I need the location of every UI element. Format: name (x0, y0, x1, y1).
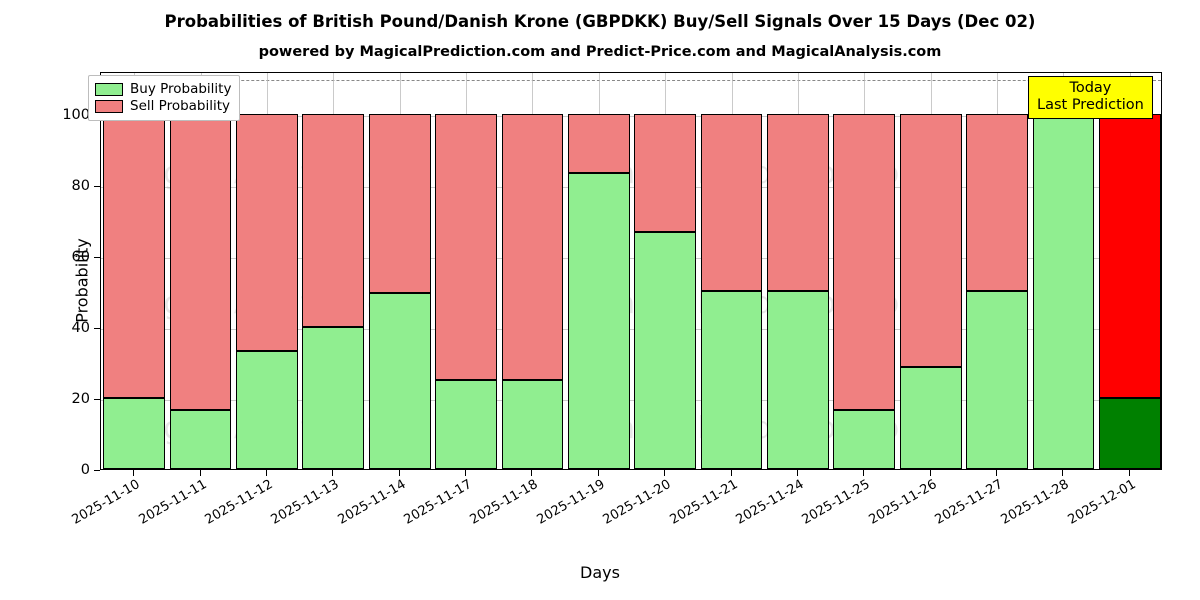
y-axis-tick-label: 0 (80, 462, 90, 478)
bar-segment-sell[interactable] (634, 113, 697, 233)
x-axis-tick-mark (664, 470, 666, 476)
y-axis-tick-mark (94, 256, 100, 258)
chart-title: Probabilities of British Pound/Danish Kr… (164, 12, 1036, 31)
x-axis-tick-mark (133, 470, 135, 476)
y-axis-tick-label: 20 (71, 390, 90, 407)
bar-segment-buy[interactable] (634, 232, 697, 469)
x-axis-tick-mark (796, 470, 798, 476)
bar-segment-sell[interactable] (501, 113, 564, 381)
bar-layer (101, 73, 1161, 469)
bar-segment-buy[interactable] (833, 409, 896, 469)
bar-segment-buy[interactable] (700, 291, 763, 469)
y-axis-tick-label: 40 (71, 319, 90, 336)
x-axis-tick-mark (265, 470, 267, 476)
legend-label-buy: Buy Probability (130, 80, 232, 97)
bar-segment-sell[interactable] (899, 113, 962, 368)
x-axis-tick-mark (465, 470, 467, 476)
bar-group[interactable] (899, 71, 962, 469)
x-axis-tick-mark (332, 470, 334, 476)
y-axis-tick-mark (94, 185, 100, 187)
bar-segment-sell[interactable] (302, 113, 365, 327)
bar-segment-buy[interactable] (103, 397, 166, 469)
x-axis-tick-mark (1062, 470, 1064, 476)
gridline-horizontal (101, 328, 1161, 330)
legend-item-sell[interactable]: Sell Probability (95, 98, 231, 115)
x-axis-tick-mark (929, 470, 931, 476)
y-axis-tick-label: 60 (71, 248, 90, 265)
legend-swatch-buy-icon (95, 83, 123, 96)
bar-segment-sell[interactable] (368, 113, 431, 294)
bar-group[interactable] (567, 71, 630, 469)
bar-segment-sell[interactable] (833, 113, 896, 410)
bar-segment-buy[interactable] (767, 291, 829, 469)
bar-group[interactable] (236, 71, 298, 469)
bar-segment-sell[interactable] (169, 113, 232, 410)
bar-group[interactable] (700, 71, 763, 469)
bar-group[interactable] (501, 71, 564, 469)
bar-group[interactable] (435, 71, 497, 469)
bar-segment-buy[interactable] (567, 172, 630, 469)
bar-group[interactable] (302, 71, 365, 469)
bar-segment-sell[interactable] (236, 113, 298, 351)
gridline-horizontal (101, 399, 1161, 401)
chart-legend[interactable]: Buy Probability Sell Probability (88, 75, 241, 121)
bar-segment-sell[interactable] (966, 113, 1028, 292)
bar-group[interactable] (1098, 71, 1161, 469)
x-axis-label: Days (580, 563, 620, 582)
bar-segment-buy[interactable] (1032, 113, 1095, 469)
bar-segment-buy[interactable] (501, 380, 564, 469)
bar-segment-sell[interactable] (567, 113, 630, 173)
bar-group[interactable] (966, 71, 1028, 469)
bar-segment-buy[interactable] (1098, 397, 1161, 469)
x-axis-tick-mark (996, 470, 998, 476)
gridline-horizontal (101, 115, 1161, 117)
y-axis-tick-mark (94, 327, 100, 329)
reference-dashed-line (101, 80, 1161, 82)
y-axis-tick-label: 100 (62, 106, 90, 123)
x-axis-tick-mark (531, 470, 533, 476)
today-annotation: Today Last Prediction (1028, 76, 1153, 120)
legend-item-buy[interactable]: Buy Probability (95, 81, 231, 98)
bar-segment-buy[interactable] (368, 293, 431, 469)
legend-label-sell: Sell Probability (130, 97, 231, 114)
x-axis-tick-mark (863, 470, 865, 476)
bar-segment-buy[interactable] (966, 291, 1028, 469)
today-annotation-line2: Last Prediction (1037, 97, 1144, 114)
x-axis-tick-mark (1128, 470, 1130, 476)
y-axis-tick-label: 80 (71, 177, 90, 194)
x-axis-tick-mark (597, 470, 599, 476)
bar-segment-sell[interactable] (435, 113, 497, 381)
bar-group[interactable] (103, 71, 166, 469)
bar-segment-buy[interactable] (169, 409, 232, 469)
bar-group[interactable] (634, 71, 697, 469)
bar-group[interactable] (1032, 71, 1095, 469)
bar-segment-sell[interactable] (1098, 113, 1161, 398)
bar-segment-sell[interactable] (103, 113, 166, 398)
bar-group[interactable] (368, 71, 431, 469)
y-axis-tick-mark (94, 398, 100, 400)
gridline-horizontal (101, 257, 1161, 259)
bar-segment-sell[interactable] (700, 113, 763, 292)
bar-segment-buy[interactable] (899, 367, 962, 469)
bar-group[interactable] (767, 71, 829, 469)
bar-segment-buy[interactable] (302, 326, 365, 469)
gridline-horizontal (101, 186, 1161, 188)
chart-subtitle: powered by MagicalPrediction.com and Pre… (258, 44, 942, 60)
y-axis-label: Probability (72, 238, 92, 323)
bar-segment-buy[interactable] (435, 380, 497, 469)
legend-swatch-sell-icon (95, 100, 123, 113)
bar-group[interactable] (833, 71, 896, 469)
bar-segment-buy[interactable] (236, 350, 298, 469)
bar-group[interactable] (169, 71, 232, 469)
plot-area: MagicalAnalysis.comMagicalPrediction.com… (100, 72, 1162, 470)
y-axis-tick-mark (94, 470, 100, 471)
x-axis-tick-mark (398, 470, 400, 476)
bar-segment-sell[interactable] (767, 113, 829, 292)
x-axis-tick-mark (730, 470, 732, 476)
x-axis-tick-mark (199, 470, 201, 476)
today-annotation-line1: Today (1069, 80, 1112, 96)
